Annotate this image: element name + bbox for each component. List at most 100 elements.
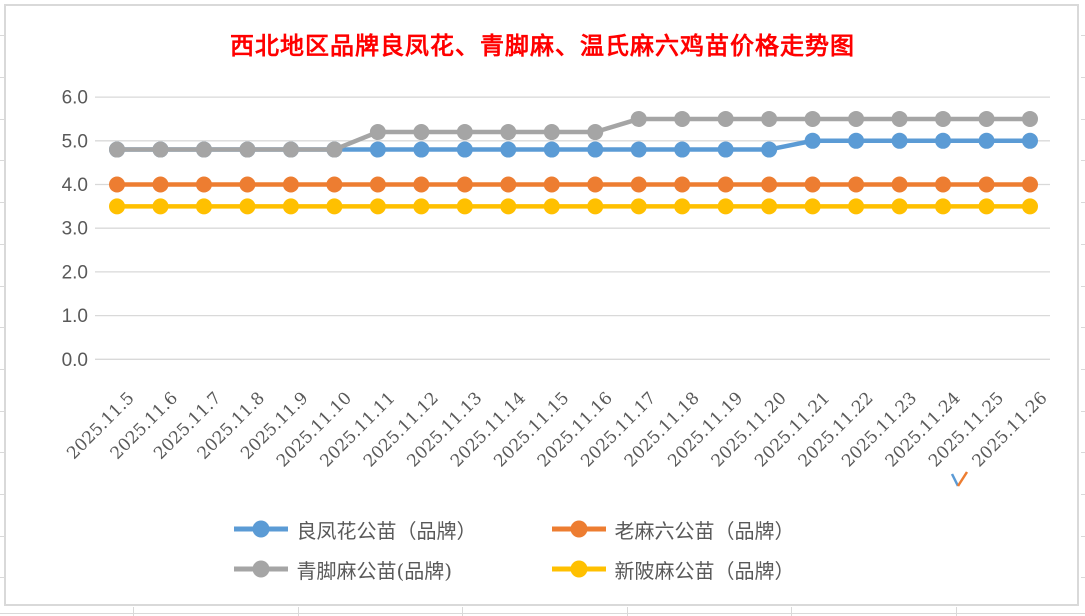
data-point[interactable] — [500, 141, 517, 158]
data-point[interactable] — [587, 176, 604, 193]
data-point[interactable] — [543, 124, 560, 141]
data-point[interactable] — [1021, 132, 1038, 149]
data-point[interactable] — [674, 141, 691, 158]
data-point[interactable] — [891, 110, 908, 127]
data-point[interactable] — [804, 132, 821, 149]
legend-item-1[interactable]: 老麻六公苗（品牌） — [551, 515, 852, 544]
data-point[interactable] — [326, 198, 343, 215]
data-point[interactable] — [587, 124, 604, 141]
series-2[interactable] — [109, 110, 1038, 158]
data-point[interactable] — [543, 141, 560, 158]
data-point[interactable] — [891, 132, 908, 149]
data-point[interactable] — [848, 176, 865, 193]
sheet-gridline — [1081, 77, 1085, 78]
chart-frame[interactable] — [4, 4, 1079, 606]
data-point[interactable] — [369, 176, 386, 193]
data-point[interactable] — [543, 176, 560, 193]
legend-item-3[interactable]: 新陂麻公苗（品牌） — [551, 555, 852, 584]
data-point[interactable] — [152, 198, 169, 215]
data-point[interactable] — [761, 110, 778, 127]
data-point[interactable] — [456, 124, 473, 141]
data-point[interactable] — [978, 198, 995, 215]
legend: 良凤花公苗（品牌） 老麻六公苗（品牌） 青脚麻公苗(品牌) 新陂麻公苗（品牌） — [0, 509, 1085, 589]
data-point[interactable] — [195, 141, 212, 158]
data-point[interactable] — [674, 198, 691, 215]
data-point[interactable] — [674, 176, 691, 193]
data-point[interactable] — [239, 141, 256, 158]
data-point[interactable] — [413, 198, 430, 215]
data-point[interactable] — [630, 176, 647, 193]
data-point[interactable] — [282, 198, 299, 215]
data-point[interactable] — [500, 124, 517, 141]
series-3[interactable] — [109, 198, 1038, 215]
data-point[interactable] — [456, 176, 473, 193]
data-point[interactable] — [674, 110, 691, 127]
data-point[interactable] — [500, 176, 517, 193]
data-point[interactable] — [239, 176, 256, 193]
data-point[interactable] — [500, 198, 517, 215]
data-point[interactable] — [587, 198, 604, 215]
data-point[interactable] — [1021, 110, 1038, 127]
data-point[interactable] — [109, 198, 125, 215]
data-point[interactable] — [978, 110, 995, 127]
data-point[interactable] — [935, 198, 952, 215]
legend-item-2[interactable]: 青脚麻公苗(品牌) — [233, 555, 552, 584]
data-point[interactable] — [369, 141, 386, 158]
sheet-gridline — [1081, 535, 1085, 537]
data-point[interactable] — [761, 176, 778, 193]
data-point[interactable] — [109, 176, 125, 193]
data-point[interactable] — [456, 141, 473, 158]
data-point[interactable] — [717, 198, 734, 215]
data-point[interactable] — [195, 198, 212, 215]
data-point[interactable] — [804, 110, 821, 127]
data-point[interactable] — [630, 141, 647, 158]
data-point[interactable] — [935, 110, 952, 127]
data-point[interactable] — [891, 198, 908, 215]
data-point[interactable] — [369, 124, 386, 141]
data-point[interactable] — [978, 176, 995, 193]
data-point[interactable] — [848, 110, 865, 127]
data-point[interactable] — [848, 132, 865, 149]
data-point[interactable] — [587, 141, 604, 158]
data-point[interactable] — [1021, 198, 1038, 215]
data-point[interactable] — [152, 176, 169, 193]
chart-title[interactable]: 西北地区品牌良凤花、青脚麻、温氏麻六鸡苗价格走势图 — [230, 31, 855, 60]
data-point[interactable] — [717, 141, 734, 158]
data-point[interactable] — [978, 132, 995, 149]
data-point[interactable] — [282, 176, 299, 193]
series-line[interactable] — [117, 116, 1030, 152]
data-point[interactable] — [543, 198, 560, 215]
series-0[interactable] — [109, 132, 1038, 158]
data-point[interactable] — [804, 198, 821, 215]
data-point[interactable] — [935, 132, 952, 149]
data-point[interactable] — [413, 141, 430, 158]
data-point[interactable] — [326, 176, 343, 193]
data-point[interactable] — [935, 176, 952, 193]
data-point[interactable] — [456, 198, 473, 215]
data-point[interactable] — [717, 110, 734, 127]
data-point[interactable] — [1021, 176, 1038, 193]
data-point[interactable] — [413, 176, 430, 193]
data-point[interactable] — [369, 198, 386, 215]
data-point[interactable] — [761, 198, 778, 215]
data-point[interactable] — [891, 176, 908, 193]
legend-item-0[interactable]: 良凤花公苗（品牌） — [233, 515, 552, 544]
data-point[interactable] — [413, 124, 430, 141]
data-point[interactable] — [630, 198, 647, 215]
data-point[interactable] — [282, 141, 299, 158]
data-point[interactable] — [109, 141, 125, 158]
data-point[interactable] — [152, 141, 169, 158]
y-tick-label: 0.0 — [62, 350, 88, 371]
data-point[interactable] — [630, 110, 647, 127]
data-point[interactable] — [326, 141, 343, 158]
series-1[interactable] — [109, 176, 1038, 193]
data-point[interactable] — [761, 141, 778, 158]
data-point[interactable] — [804, 176, 821, 193]
sheet-gridline — [0, 35, 4, 37]
data-point[interactable] — [195, 176, 212, 193]
sheet-gridline — [0, 577, 4, 579]
data-point[interactable] — [239, 198, 256, 215]
data-point[interactable] — [717, 176, 734, 193]
data-point[interactable] — [848, 198, 865, 215]
